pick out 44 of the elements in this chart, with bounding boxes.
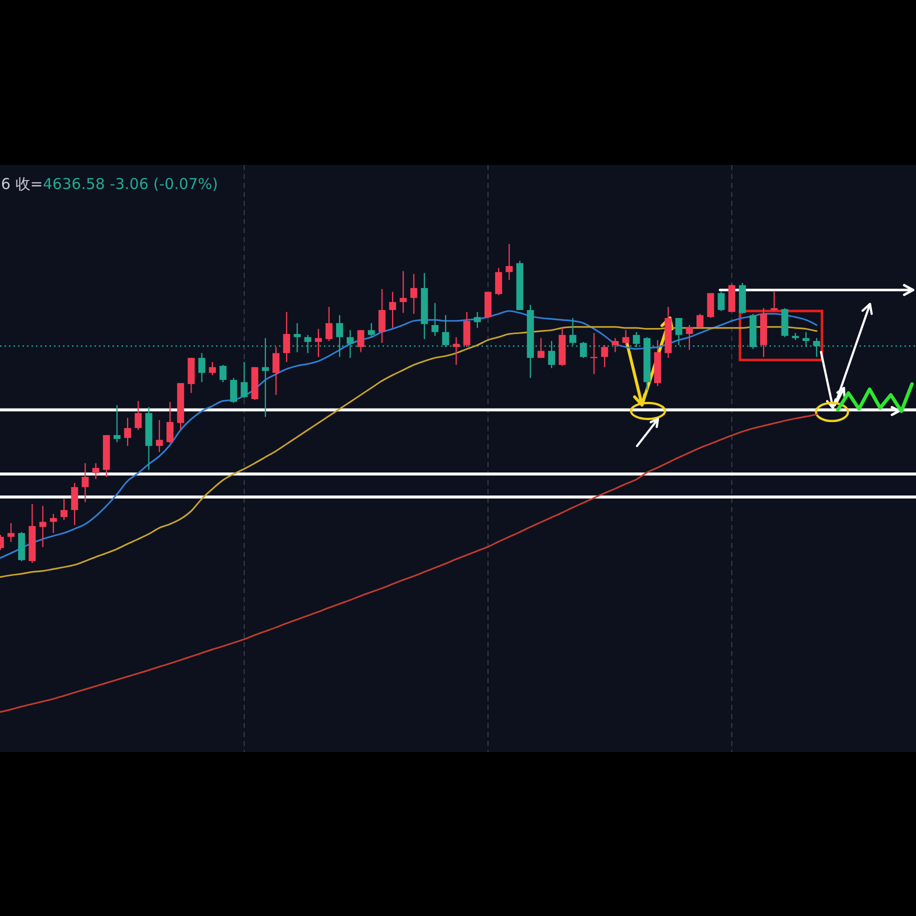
candlestick (622, 330, 630, 346)
candlestick (378, 288, 386, 344)
candlestick (220, 364, 226, 383)
chart-title: 6 收=4636.58 -3.06 (-0.07%) (1, 175, 218, 193)
candlestick (71, 482, 78, 526)
candlestick (8, 522, 14, 543)
candlestick (675, 317, 682, 346)
candlestick (326, 306, 332, 342)
candlestick (707, 292, 714, 319)
candlestick (208, 361, 216, 376)
candlestick (166, 401, 174, 444)
candlestick (198, 352, 206, 383)
candlestick (92, 462, 100, 480)
candlestick (474, 311, 481, 328)
candlestick (240, 361, 248, 399)
candlestick (60, 498, 68, 521)
candlestick (50, 513, 57, 534)
candlestick (283, 311, 290, 363)
candlestick (410, 273, 418, 314)
candlestick (230, 377, 238, 404)
candlestick (400, 270, 407, 314)
candlestick (432, 302, 438, 336)
candlestick (82, 462, 89, 503)
candlestick (368, 322, 375, 338)
candlestick (696, 313, 704, 328)
candlestick (272, 346, 280, 396)
candlestick (314, 328, 322, 358)
candlestick (601, 344, 608, 368)
candlestick (389, 291, 396, 328)
candlestick (506, 243, 513, 281)
candlestick (538, 338, 544, 358)
candlestick (452, 336, 460, 366)
candlestick (357, 330, 364, 353)
candlestick (124, 417, 132, 447)
candlestick (770, 290, 778, 312)
candlestick (686, 324, 693, 351)
candlestick (39, 505, 46, 548)
candlestick (718, 291, 725, 312)
candlestick (134, 400, 142, 431)
candlestick (495, 267, 502, 296)
candlestick (156, 419, 163, 453)
candlestick (612, 338, 619, 353)
candlestick (114, 404, 120, 443)
candlestick (580, 341, 587, 358)
